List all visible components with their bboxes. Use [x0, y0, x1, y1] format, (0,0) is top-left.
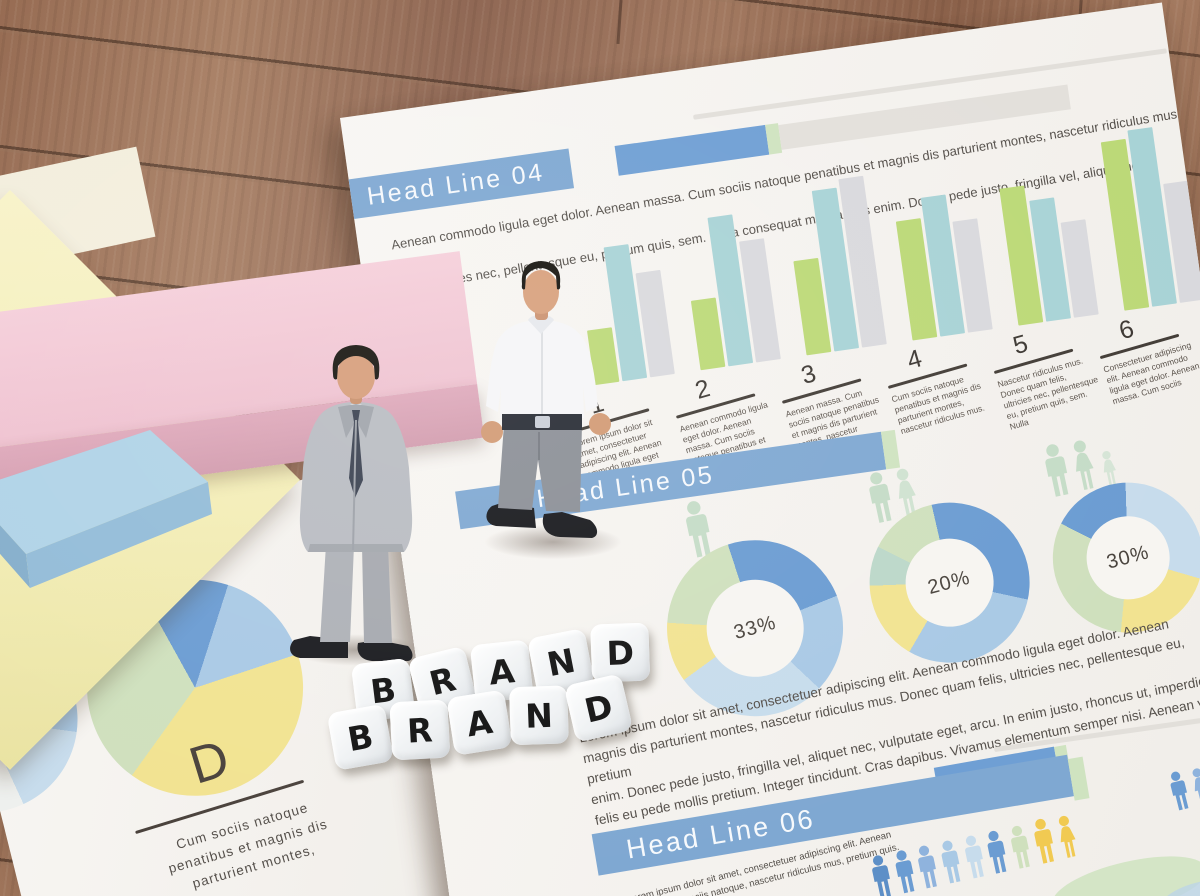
blue-sticky-pad: [0, 430, 212, 588]
progress-bar-fill: [614, 124, 770, 176]
figurine-shirt-businessman: [481, 261, 611, 538]
jacket-seam: [352, 419, 357, 551]
person-icon: [1034, 818, 1054, 864]
belt-buckle: [535, 416, 550, 428]
person-icon-pair: [863, 464, 924, 525]
person-icon: [895, 850, 915, 894]
die-letter: N: [543, 640, 579, 684]
person-icon-single: [679, 498, 718, 560]
die-letter: A: [463, 701, 496, 744]
face: [523, 270, 559, 314]
person-icon: [1045, 444, 1069, 497]
blue-pad-side-face: [26, 482, 212, 588]
person-icon: [872, 855, 891, 896]
person-icon: [964, 835, 984, 879]
blue-pad-top-face: [0, 430, 208, 554]
person-icon: [869, 472, 892, 523]
trousers: [498, 424, 582, 512]
person-icon: [918, 845, 938, 889]
person-icon: [1059, 815, 1076, 858]
item-text: Cum sociis natoque penatibus et magnis d…: [890, 373, 986, 436]
left-sheet-caption: Cum sociis natoque penatibus et magnis di…: [124, 784, 372, 896]
shoe: [357, 640, 413, 661]
person-icon: [1170, 771, 1189, 811]
numbered-item: 6 Consectetuer adipiscing elit. Aenean co…: [1091, 300, 1200, 406]
donut-hole: 30%: [1081, 511, 1175, 605]
letter-die: A: [446, 689, 513, 756]
letter-die: R: [389, 699, 451, 761]
person-icon-family: [1039, 431, 1121, 499]
die-letter: D: [580, 685, 617, 731]
donut-hole: 20%: [899, 532, 1000, 633]
figurine-suit-businessman: [290, 345, 413, 661]
numbered-item: 4 Cum sociis natoque penatibus et magnis …: [880, 330, 997, 436]
person-icon: [987, 830, 1007, 874]
person-icon: [1192, 768, 1200, 805]
lapel: [338, 404, 356, 438]
donut-percent-label: 30%: [1104, 540, 1152, 574]
donut-hole: 33%: [700, 573, 810, 683]
numbered-item: 5 Nascetur ridiculus mus. Donec quam feli…: [986, 315, 1106, 432]
hair: [332, 345, 380, 380]
person-icon: [897, 468, 917, 517]
blue-pad-front-face: [0, 525, 30, 588]
lapel: [356, 404, 374, 438]
person-icon-row: [866, 811, 1082, 896]
die-letter: B: [344, 715, 377, 759]
trouser-leg: [362, 545, 392, 643]
letter-die: B: [326, 703, 394, 771]
person-icon-pair-right: [1165, 764, 1200, 812]
donut-percent-label: 20%: [925, 566, 974, 599]
die-letter: D: [605, 632, 635, 673]
shoe: [542, 512, 598, 538]
item-text: Nascetur ridiculus mus. Donec quam felis…: [996, 355, 1099, 432]
person-icon: [686, 501, 711, 558]
trouser-leg: [320, 545, 354, 642]
die-letter: R: [406, 709, 434, 751]
person-icon: [941, 840, 961, 884]
fist: [589, 413, 611, 435]
person-icon: [1011, 825, 1030, 869]
letter-die: D: [590, 622, 651, 683]
item-text: Consectetuer adipiscing elit. Aenean com…: [1102, 339, 1200, 406]
person-icon: [1102, 451, 1116, 486]
die-letter: A: [486, 650, 517, 693]
headline04-label: Head Line 04: [365, 157, 547, 211]
letter-die: N: [508, 685, 569, 746]
jacket-hem: [308, 544, 404, 552]
fist: [481, 421, 503, 443]
hair: [521, 261, 561, 290]
donut-percent-label: 33%: [731, 611, 779, 644]
letter-die: D: [563, 673, 634, 743]
main-infographic-sheet: Head Line 04 Aenean commodo ligula eget …: [340, 2, 1200, 896]
shirt-collar: [528, 314, 554, 334]
person-icon: [1074, 440, 1094, 490]
die-letter: N: [524, 695, 554, 736]
face: [337, 353, 375, 399]
